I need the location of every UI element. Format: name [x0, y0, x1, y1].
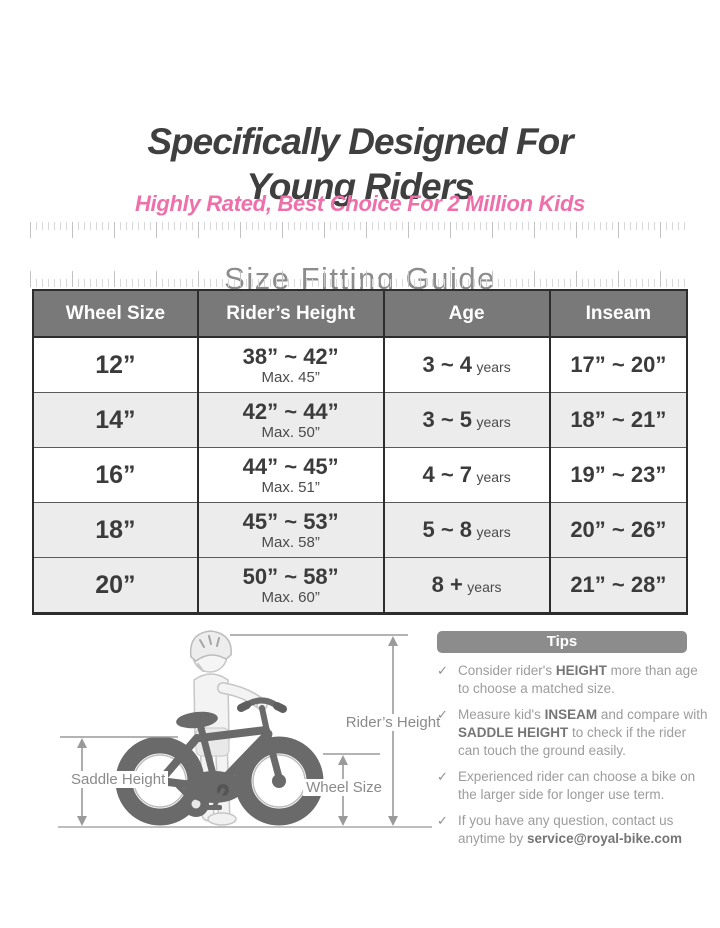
bike-diagram-canvas	[58, 630, 432, 828]
measurement-arrows	[60, 634, 408, 826]
age-cell: 8 + years	[382, 557, 550, 614]
col-header-rider-height: Rider’s Height	[196, 290, 384, 338]
check-icon: ✓	[437, 813, 448, 828]
tips-list: ✓ Consider rider's HEIGHT more than age t…	[437, 662, 709, 848]
table-row: 18” 45” ~ 53” Max. 58” 5 ~ 8 years 20” ~ 26”	[33, 502, 687, 558]
check-icon: ✓	[437, 663, 448, 678]
wheel-size-cell: 18”	[33, 502, 198, 558]
tip-text: If you have any question, contact us any…	[458, 813, 683, 846]
col-header-age: Age	[382, 290, 550, 338]
table-row: 20” 50” ~ 58” Max. 60” 8 + years 21” ~ 28”	[33, 557, 687, 614]
rider-height-range: 38” ~ 42”	[242, 343, 339, 369]
rider-height-cell: 44” ~ 45” Max. 51”	[196, 447, 384, 503]
tip-item: ✓ If you have any question, contact us an…	[437, 812, 709, 848]
rider-height-range: 44” ~ 45”	[242, 453, 339, 479]
tip-item: ✓ Experienced rider can choose a bike on …	[437, 768, 709, 804]
saddle-height-label: Saddle Height	[68, 771, 169, 788]
rider-height-max: Max. 51”	[261, 478, 320, 496]
riders-height-label: Rider’s Height	[342, 714, 444, 731]
rider-height-cell: 38” ~ 42” Max. 45”	[196, 337, 384, 393]
page-title-line1: Specifically Designed For	[147, 120, 573, 162]
check-icon: ✓	[437, 769, 448, 784]
rider-height-max: Max. 45”	[261, 368, 320, 386]
age-cell: 3 ~ 5 years	[382, 392, 550, 448]
col-header-wheel-size: Wheel Size	[33, 290, 198, 338]
wheel-size-label: Wheel Size	[303, 779, 385, 796]
inseam-cell: 19” ~ 23”	[548, 447, 687, 503]
wheel-size-cell: 12”	[33, 337, 198, 393]
size-table-rows: 12” 38” ~ 42” Max. 45” 3 ~ 4 years 17” ~ 20”…	[33, 337, 687, 614]
size-table: Wheel Size Rider’s Height Age Inseam 12”…	[32, 289, 688, 615]
rider-height-cell: 42” ~ 44” Max. 50”	[196, 392, 384, 448]
ruler-decoration-top	[30, 222, 690, 238]
rider-height-range: 50” ~ 58”	[242, 563, 339, 589]
helmet-icon	[189, 630, 232, 662]
inseam-cell: 18” ~ 21”	[548, 392, 687, 448]
tips-panel: Tips ✓ Consider rider's HEIGHT more than …	[437, 631, 709, 856]
saddle-icon	[176, 711, 218, 729]
table-row: 12” 38” ~ 42” Max. 45” 3 ~ 4 years 17” ~ 20”	[33, 337, 687, 393]
rider-height-cell: 45” ~ 53” Max. 58”	[196, 502, 384, 558]
page-title: Specifically Designed For Young Riders	[0, 119, 720, 209]
wheel-size-cell: 16”	[33, 447, 198, 503]
check-icon: ✓	[437, 707, 448, 722]
col-header-inseam: Inseam	[548, 290, 687, 338]
ruler-decoration-bottom	[30, 271, 690, 287]
subtitle: Highly Rated, Best Choice For 2 Million …	[134, 191, 586, 216]
table-row: 16” 44” ~ 45” Max. 51” 4 ~ 7 years 19” ~ 23”	[33, 447, 687, 503]
pedal-icon	[206, 805, 222, 810]
tip-text: Consider rider's HEIGHT more than age to…	[458, 663, 698, 696]
tip-text: Measure kid's INSEAM and compare with SA…	[458, 707, 708, 758]
rider-height-range: 42” ~ 44”	[242, 398, 339, 424]
age-cell: 5 ~ 8 years	[382, 502, 550, 558]
inseam-cell: 20” ~ 26”	[548, 502, 687, 558]
tip-item: ✓ Consider rider's HEIGHT more than age t…	[437, 662, 709, 698]
inseam-cell: 17” ~ 20”	[548, 337, 687, 393]
inseam-cell: 21” ~ 28”	[548, 557, 687, 614]
tip-item: ✓ Measure kid's INSEAM and compare with S…	[437, 706, 709, 760]
table-row: 14” 42” ~ 44” Max. 50” 3 ~ 5 years 18” ~ 21”	[33, 392, 687, 448]
tips-header: Tips	[437, 631, 687, 653]
rider-height-max: Max. 58”	[261, 533, 320, 551]
rider-height-range: 45” ~ 53”	[242, 508, 339, 534]
wheel-size-cell: 14”	[33, 392, 198, 448]
age-cell: 3 ~ 4 years	[382, 337, 550, 393]
rider-height-cell: 50” ~ 58” Max. 60”	[196, 557, 384, 614]
tip-text: Experienced rider can choose a bike on t…	[458, 769, 696, 802]
age-cell: 4 ~ 7 years	[382, 447, 550, 503]
rider-height-max: Max. 60”	[261, 588, 320, 606]
wheel-size-cell: 20”	[33, 557, 198, 614]
rider-height-max: Max. 50”	[261, 423, 320, 441]
bike-size-diagram: Saddle Height Rider’s Height Wheel Size	[30, 618, 444, 853]
page-title-line2: Young Riders	[246, 165, 474, 207]
table-header-row: Wheel Size Rider’s Height Age Inseam	[33, 290, 687, 338]
